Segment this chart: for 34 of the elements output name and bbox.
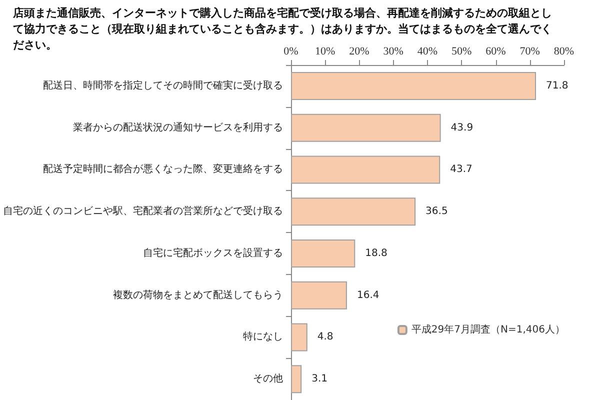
data-label: 18.8 <box>365 248 388 259</box>
y-tick-label: 自宅の近くのコンビニや駅、宅配業者の営業所などで受け取る <box>3 205 283 218</box>
x-tick-label: 80% <box>554 46 574 58</box>
bar <box>291 239 356 268</box>
y-tick-label: 自宅に宅配ボックスを設置する <box>143 246 283 259</box>
legend-label: 平成29年7月調査（N=1,406人） <box>411 324 566 336</box>
y-tick-label: 特になし <box>243 330 283 343</box>
x-tick-label: 70% <box>520 46 540 58</box>
y-tick-label: その他 <box>253 372 283 385</box>
bar <box>291 365 302 394</box>
data-label: 43.7 <box>450 164 472 176</box>
bar <box>291 72 536 100</box>
data-label: 71.8 <box>546 80 568 92</box>
y-tick-label: 配送日、時間帯を指定してその時間で確実に受け取る <box>43 79 283 92</box>
y-tick-label: 複数の荷物をまとめて配送してもらう <box>113 288 283 301</box>
data-label: 43.9 <box>450 122 474 134</box>
bar <box>291 281 347 310</box>
x-tick-label: 10% <box>315 46 336 58</box>
bar <box>291 156 440 184</box>
bar <box>291 198 416 226</box>
x-tick-label: 30% <box>383 46 404 58</box>
data-label: 4.8 <box>317 332 334 343</box>
y-tick-label: 業者からの配送状況の通知サービスを利用する <box>73 121 283 134</box>
x-tick-label: 0% <box>284 46 298 58</box>
y-tick-label: 配送予定時間に都合が悪くなった際、変更連絡をする <box>43 163 283 176</box>
x-tick-label: 50% <box>452 46 472 58</box>
x-tick-label: 60% <box>486 46 506 58</box>
bar <box>291 323 308 352</box>
x-tick-label: 40% <box>417 46 438 58</box>
bar <box>291 114 441 142</box>
x-tick-label: 20% <box>349 46 370 58</box>
data-label: 36.5 <box>426 206 448 218</box>
data-label: 3.1 <box>312 374 328 385</box>
data-label: 16.4 <box>356 290 380 301</box>
